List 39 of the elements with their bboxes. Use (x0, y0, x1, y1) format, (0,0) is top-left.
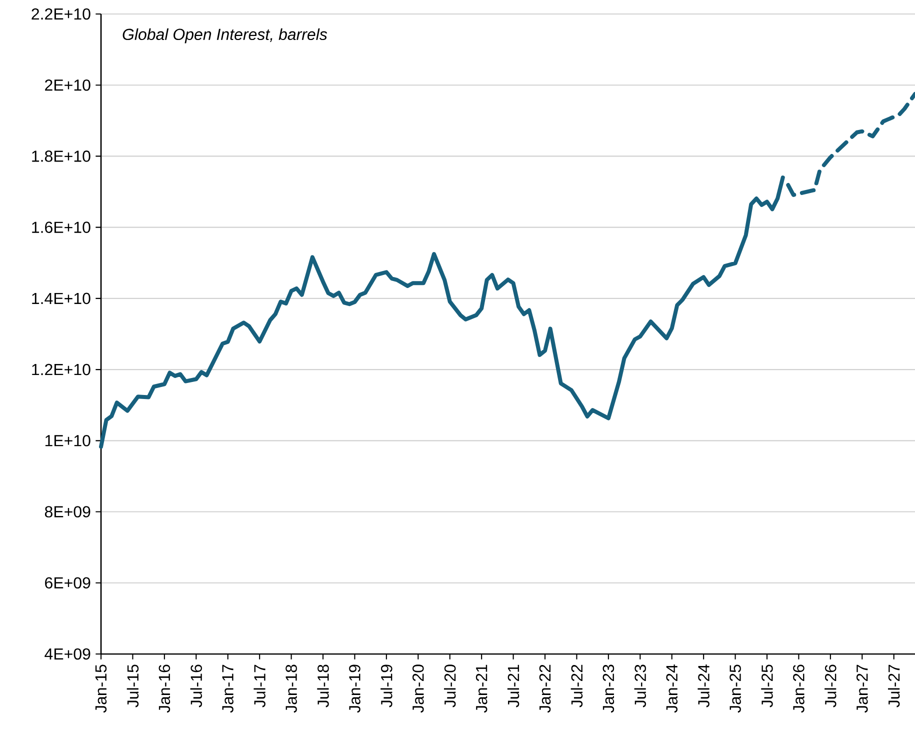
x-tick-label: Jan-23 (602, 664, 614, 713)
y-tick-label: 2.2E+10 (32, 8, 90, 20)
x-tick-label: Jan-19 (349, 664, 360, 713)
x-tick-label: Jul-15 (126, 664, 139, 708)
x-tick-label: Jul-19 (380, 664, 392, 708)
line-series (786, 92, 915, 197)
x-tick-label: Jan-20 (412, 664, 424, 713)
x-tick-label: Jul-22 (570, 664, 583, 708)
x-tick-label: Jul-27 (888, 664, 900, 708)
x-tick-label: Jul-23 (634, 664, 646, 708)
x-tick-label: Jan-22 (539, 664, 551, 713)
y-tick-label: 1.4E+10 (32, 292, 90, 304)
x-tick-label: Jan-18 (286, 664, 297, 713)
text: Global Open Interest, barrels (122, 28, 328, 44)
x-tick-label: Jul-26 (824, 664, 836, 708)
y-tick-label: 1.6E+10 (32, 222, 90, 233)
x-tick-label: Jul-16 (190, 664, 202, 708)
x-tick-label: Jan-25 (730, 664, 741, 713)
y-tick-label: 4E+09 (44, 648, 90, 660)
x-tick-label: Jan-16 (158, 664, 170, 713)
y-tick-label: 1E+10 (45, 435, 90, 446)
x-tick-label: Jan-15 (95, 664, 107, 713)
y-tick-label: 6E+09 (45, 577, 90, 589)
y-tick-label: 2E+10 (45, 79, 90, 91)
x-tick-label: Jan-17 (222, 664, 234, 713)
x-tick-label: Jan-26 (793, 664, 804, 713)
x-tick-label: Jan-27 (856, 664, 868, 713)
x-tick-label: Jul-18 (317, 664, 329, 708)
x-tick-label: Jan-21 (476, 664, 488, 713)
y-tick-label: 1.8E+10 (32, 150, 90, 162)
y-tick-label: 1.2E+10 (32, 364, 90, 376)
x-tick-label: Jul-25 (761, 664, 773, 708)
x-tick-label: Jul-17 (254, 664, 266, 708)
y-tick-label: 8E+09 (44, 506, 90, 518)
x-tick-label: Jul-21 (507, 664, 520, 708)
line-series (99, 176, 785, 449)
x-tick-label: Jul-20 (444, 664, 456, 708)
x-tick-label: Jul-24 (698, 664, 710, 708)
x-tick-label: Jan-24 (666, 664, 678, 713)
